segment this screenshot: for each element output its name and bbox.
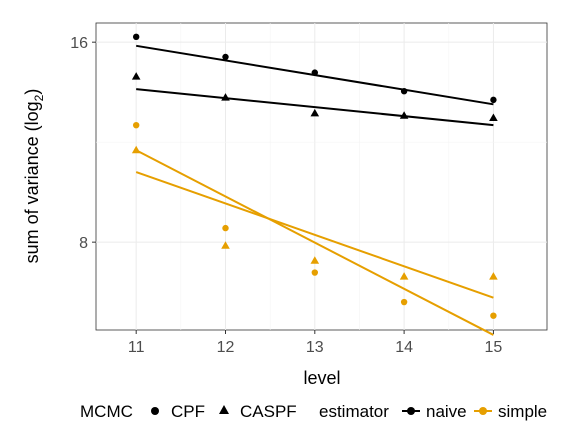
simple-cpf-point xyxy=(311,269,319,276)
y-tick-label: 8 xyxy=(79,235,88,252)
legend-simple-symbol xyxy=(479,407,487,415)
naive-caspf-point xyxy=(399,111,409,119)
x-tick-label: 14 xyxy=(395,339,413,356)
naive-cpf-point xyxy=(400,87,408,95)
legend: MCMC CPF CASPF estimator naive simple xyxy=(80,402,547,421)
legend-naive-label: naive xyxy=(426,402,467,421)
y-axis: 8 16 xyxy=(70,35,96,252)
legend-cpf-label: CPF xyxy=(171,402,205,421)
legend-cpf-symbol xyxy=(151,407,159,415)
simple-cpf-point xyxy=(490,312,497,319)
x-axis: 11 12 13 14 15 xyxy=(128,330,503,356)
legend-mcmc-title: MCMC xyxy=(80,402,133,421)
legend-estimator-title: estimator xyxy=(319,402,389,421)
grid xyxy=(96,23,547,330)
naive-cpf-point xyxy=(490,96,497,104)
naive-caspf-fit-line xyxy=(136,88,494,127)
naive-caspf-point xyxy=(131,72,141,80)
x-tick-label: 13 xyxy=(306,339,324,356)
naive-caspf-point xyxy=(489,113,498,122)
y-axis-title: sum of variance (log2) xyxy=(22,89,46,264)
y-axis-title-close: ) xyxy=(22,89,42,95)
x-tick-label: 12 xyxy=(217,339,235,356)
plot-panel xyxy=(95,22,548,331)
legend-caspf-symbol xyxy=(219,405,229,414)
legend-simple-label: simple xyxy=(498,402,547,421)
y-axis-title-main: sum of variance (log xyxy=(22,101,42,263)
simple-cpf-point xyxy=(222,224,229,232)
simple-caspf-point xyxy=(310,256,320,264)
simple-caspf-point xyxy=(131,145,141,154)
y-axis-title-subscript: 2 xyxy=(32,94,46,101)
data-points xyxy=(131,33,498,319)
naive-caspf-point xyxy=(221,93,230,101)
simple-cpf-point xyxy=(132,121,140,129)
naive-cpf-point xyxy=(311,69,319,76)
y-tick-label: 16 xyxy=(70,35,88,52)
simple-cpf-point xyxy=(400,298,408,306)
naive-cpf-point xyxy=(222,53,229,61)
x-axis-title: level xyxy=(303,368,340,388)
x-tick-label: 11 xyxy=(128,339,145,356)
naive-cpf-point xyxy=(132,33,140,41)
simple-caspf-point xyxy=(489,272,498,280)
x-tick-label: 15 xyxy=(485,339,503,356)
legend-caspf-label: CASPF xyxy=(240,402,297,421)
simple-caspf-point xyxy=(221,241,230,249)
legend-naive-symbol xyxy=(407,407,415,415)
naive-caspf-point xyxy=(310,108,320,117)
simple-caspf-fit-line xyxy=(135,171,494,299)
simple-cpf-fit-line xyxy=(135,149,494,336)
simple-caspf-point xyxy=(399,272,409,280)
